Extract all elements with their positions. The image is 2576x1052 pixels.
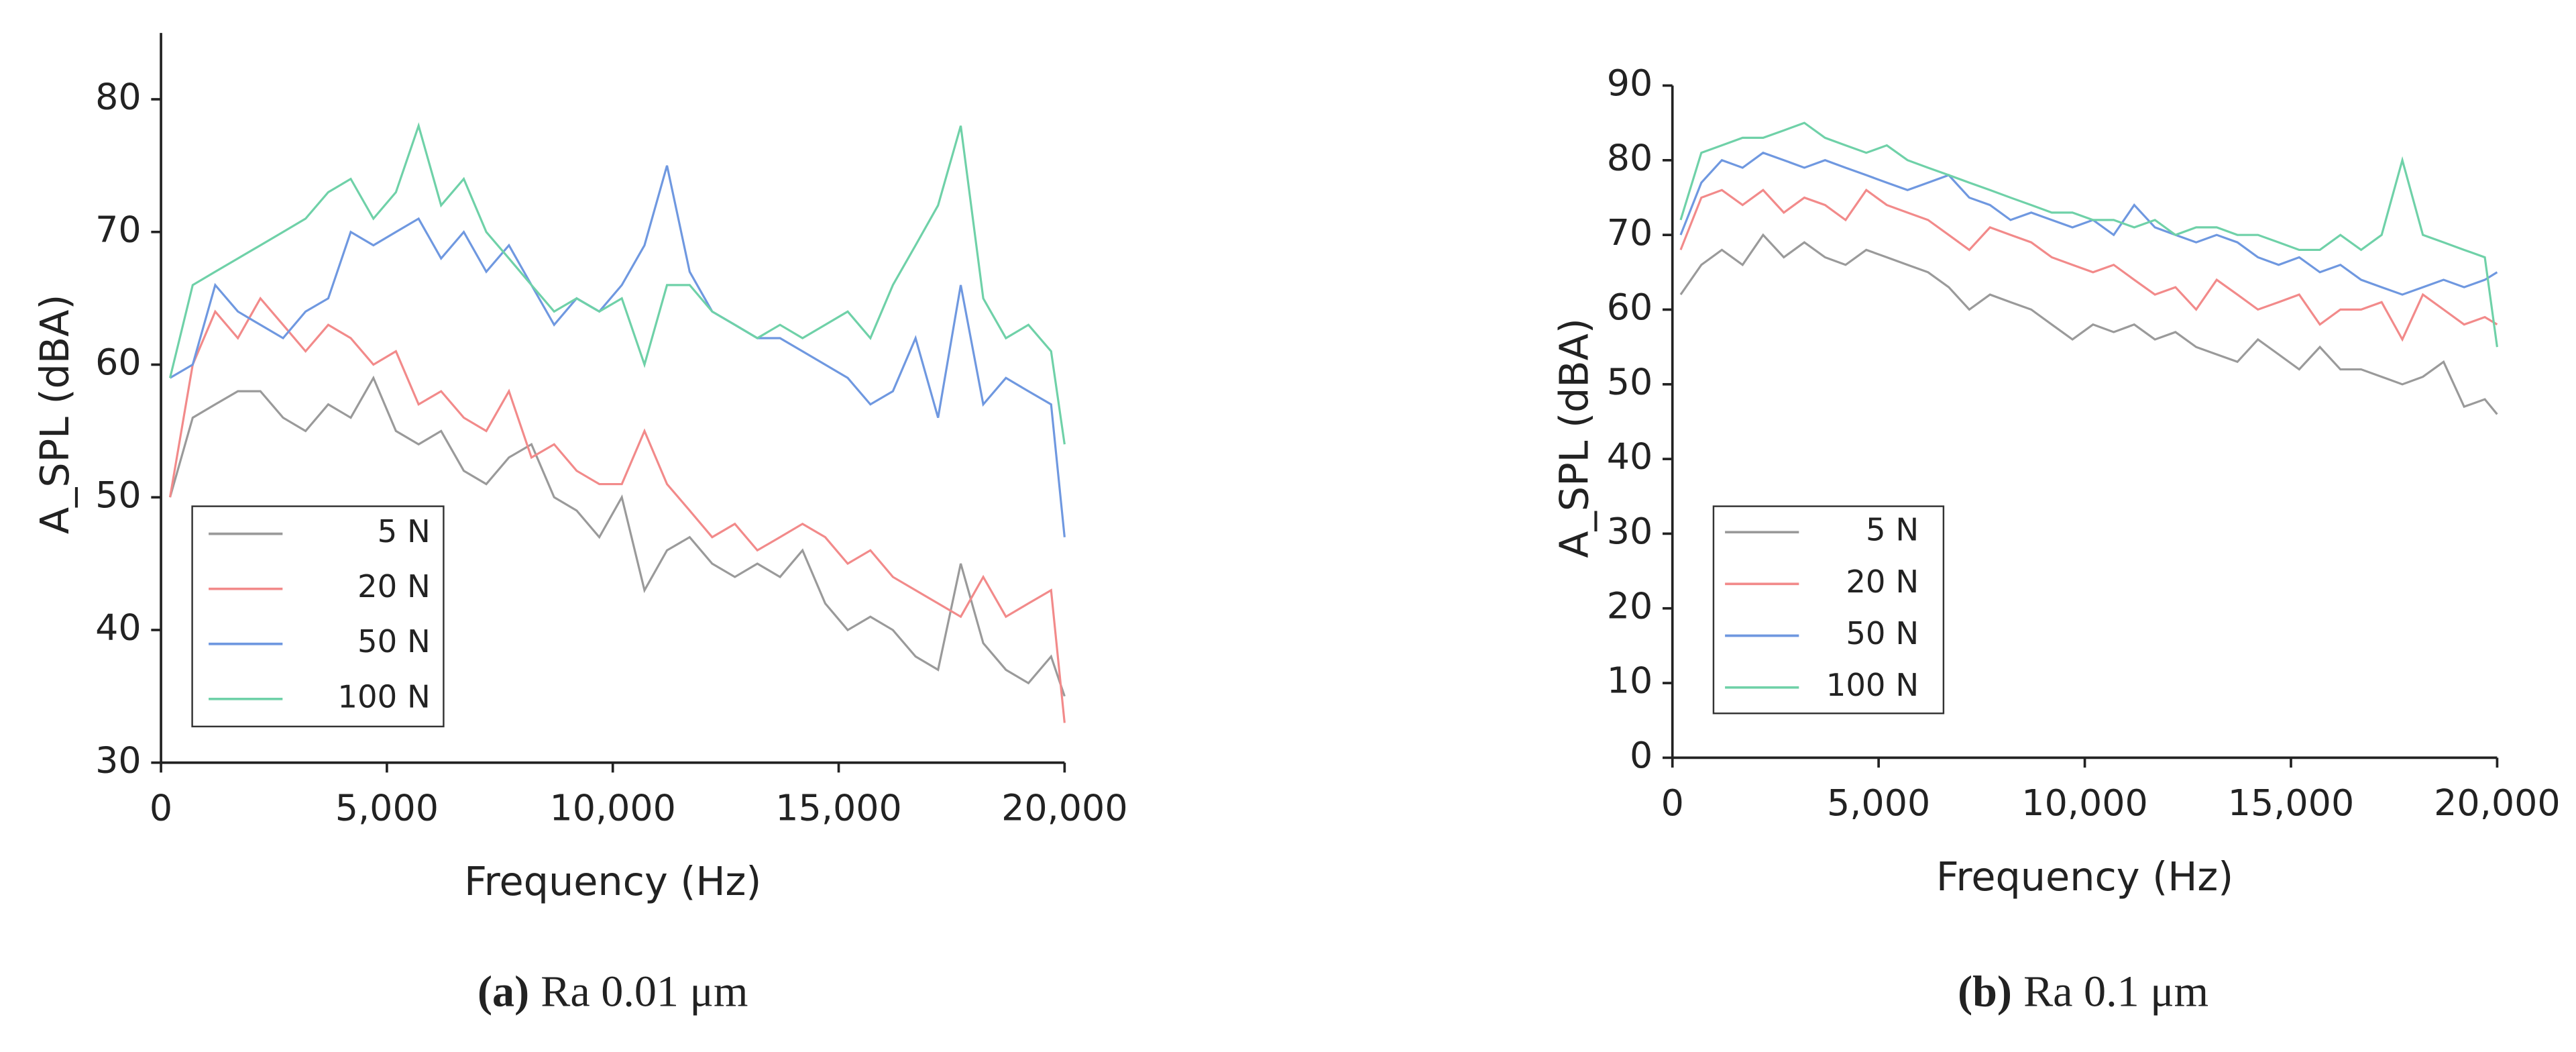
x-tick-label: 10,000 bbox=[2021, 782, 2148, 824]
series-line bbox=[1679, 121, 2498, 348]
caption-label: (b) bbox=[1958, 967, 2012, 1016]
y-tick-label: 50 bbox=[1607, 360, 1653, 403]
y-axis-title: A_SPL (dBA) bbox=[32, 295, 78, 535]
x-tick-label: 10,000 bbox=[549, 786, 676, 829]
y-tick-label: 90 bbox=[1607, 62, 1653, 104]
series-line bbox=[1679, 189, 2498, 342]
y-tick-label: 70 bbox=[1607, 211, 1653, 254]
y-tick-label: 60 bbox=[1607, 286, 1653, 328]
series-line bbox=[1679, 233, 2498, 415]
y-tick-label: 10 bbox=[1607, 660, 1653, 702]
chart: 30 40 50 60 70 80 0 5,000 10,000 15,000 20,000 Freq… bbox=[32, 33, 1128, 1016]
legend-label: 5 N bbox=[1866, 512, 1919, 548]
y-axis-title: A_SPL (dBA) bbox=[1551, 318, 1598, 558]
legend-label: 100 N bbox=[337, 678, 430, 715]
x-tick-label: 5,000 bbox=[1827, 782, 1930, 824]
caption-text: Ra 0.01 μm bbox=[541, 967, 748, 1016]
x-tick-label: 20,000 bbox=[2434, 782, 2561, 824]
y-tick-label: 70 bbox=[95, 208, 142, 250]
x-tick-label: 20,000 bbox=[1001, 786, 1128, 829]
x-tick-label: 15,000 bbox=[2228, 782, 2355, 824]
y-tick-label: 60 bbox=[95, 341, 142, 383]
legend-label: 50 N bbox=[357, 623, 431, 660]
caption: (b) Ra 0.1 μm bbox=[1958, 967, 2208, 1016]
series-line bbox=[1679, 151, 2498, 296]
x-axis-title: Frequency (Hz) bbox=[1936, 853, 2233, 900]
series-line bbox=[168, 296, 1066, 723]
y-tick-label: 80 bbox=[1607, 136, 1653, 178]
x-tick-label: 15,000 bbox=[775, 786, 902, 829]
caption-label: (a) bbox=[478, 967, 529, 1016]
legend-label: 5 N bbox=[378, 513, 431, 549]
legend-box bbox=[191, 505, 445, 728]
chart: 0 10 20 30 40 50 60 70 80 90 0 5,000 10,000 15,000 20,… bbox=[1551, 62, 2561, 1016]
y-tick-label: 20 bbox=[1607, 584, 1653, 627]
legend-box bbox=[1712, 505, 1945, 715]
y-tick-label: 0 bbox=[1630, 734, 1653, 776]
x-tick-label: 0 bbox=[1661, 782, 1684, 824]
legend-label: 100 N bbox=[1826, 667, 1919, 703]
y-tick-label: 30 bbox=[1607, 510, 1653, 552]
x-tick-label: 5,000 bbox=[335, 786, 439, 829]
series-line bbox=[168, 122, 1066, 445]
y-tick-label: 80 bbox=[95, 76, 142, 118]
legend-label: 50 N bbox=[1846, 615, 1919, 651]
caption: (a) Ra 0.01 μm bbox=[478, 967, 748, 1016]
y-tick-label: 40 bbox=[1607, 435, 1653, 478]
x-axis-title: Frequency (Hz) bbox=[464, 858, 761, 904]
caption-text: Ra 0.1 μm bbox=[2023, 967, 2208, 1016]
y-tick-label: 30 bbox=[95, 739, 142, 781]
legend-label: 20 N bbox=[357, 568, 431, 604]
legend-label: 20 N bbox=[1846, 564, 1919, 600]
y-tick-label: 40 bbox=[95, 607, 142, 649]
series-line bbox=[169, 375, 1066, 697]
y-tick-label: 50 bbox=[95, 474, 142, 516]
series-line bbox=[169, 165, 1066, 537]
x-tick-label: 0 bbox=[150, 786, 172, 829]
